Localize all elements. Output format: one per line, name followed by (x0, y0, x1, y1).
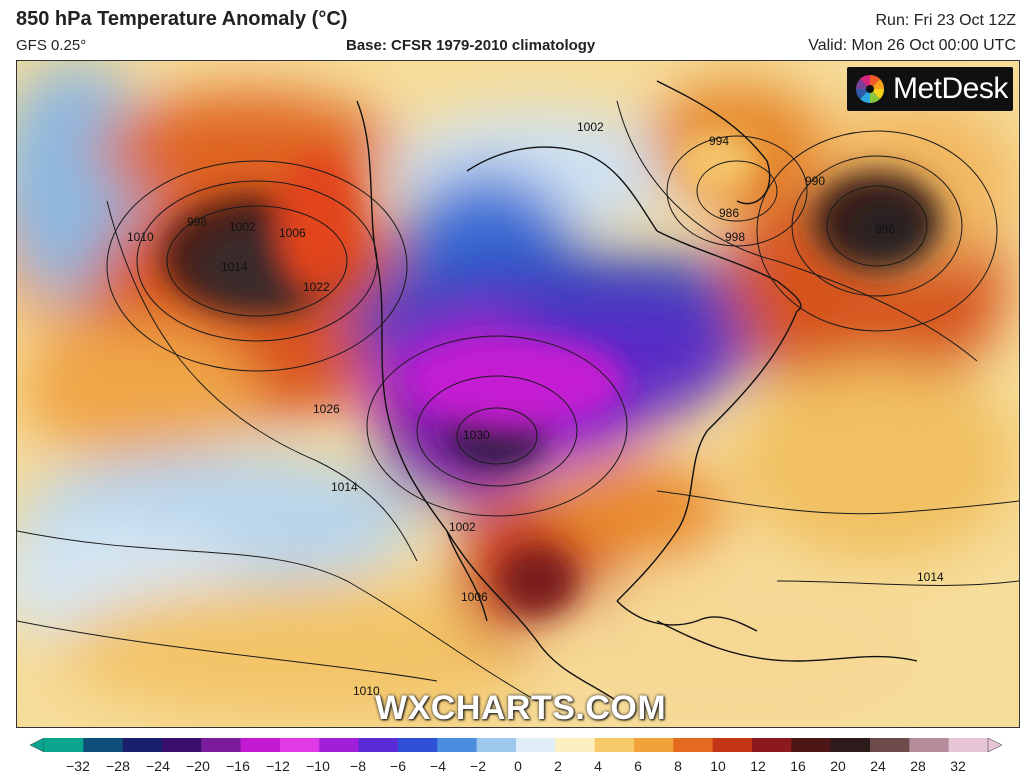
isobar-label: 986 (875, 222, 895, 236)
colorbar-tick-label: −6 (390, 758, 406, 774)
model-label: GFS 0.25° (16, 37, 87, 54)
colorbar-cell (437, 738, 478, 752)
temperature-anomaly-map: 1002 1006 998 1014 1022 1010 1026 1030 1… (17, 61, 1019, 727)
isobar-label: 1010 (127, 230, 154, 244)
colorbar-cell (870, 738, 910, 752)
colorbar-tick-label: −16 (226, 758, 250, 774)
colorbar-tick-label: 6 (634, 758, 642, 774)
climatology-base-label: Base: CFSR 1979-2010 climatology (346, 37, 596, 54)
colorbar-cell (948, 738, 989, 752)
map-panel: 1002 1006 998 1014 1022 1010 1026 1030 1… (16, 60, 1020, 728)
valid-time-label: Valid: Mon 26 Oct 00:00 UTC (808, 37, 1016, 54)
colorbar-cell (398, 738, 438, 752)
colorbar-tick-label: 10 (710, 758, 726, 774)
isobar-label: 998 (187, 215, 207, 229)
isobar-label: 1006 (279, 226, 306, 240)
colorbar-tick-label: −32 (66, 758, 90, 774)
isobar-label: 1006 (461, 590, 488, 604)
isobars (17, 100, 1019, 702)
colorbar-cell (634, 738, 674, 752)
colorbar-cell (358, 738, 399, 752)
colorbar (30, 738, 1002, 752)
colorbar-cell (162, 738, 202, 752)
colorbar-tick-label: 16 (790, 758, 806, 774)
colorbar-tick-label: −12 (266, 758, 290, 774)
colorbar-tick-label: 20 (830, 758, 846, 774)
colorbar-cell (240, 738, 281, 752)
colorbar-tick-label: 28 (910, 758, 926, 774)
colorbar-tick-label: −10 (306, 758, 330, 774)
isobar-label: 1022 (303, 280, 330, 294)
colorbar-cell (594, 738, 635, 752)
colorbar-ticks: −32 −28 −24 −20 −16 −12 −10 −8 −6 −4 −2 0 2 4 6 8 10 12 16… (0, 752, 1024, 782)
colorbar-cell (280, 738, 320, 752)
colorbar-cell (44, 738, 84, 752)
colorbar-cell (319, 738, 360, 752)
isobar-label: 994 (709, 134, 729, 148)
colorbar-tick-label: −8 (350, 758, 366, 774)
colorbar-cell (673, 738, 714, 752)
anomaly-cores (162, 131, 942, 616)
colorbar-tick-label: 24 (870, 758, 886, 774)
isobar-label: 990 (805, 174, 825, 188)
colorbar-cell (122, 738, 163, 752)
isobar-label: 1014 (917, 570, 944, 584)
isobar-label: 1030 (463, 428, 490, 442)
isobar-label: 1014 (331, 480, 358, 494)
colorbar-max-arrow (987, 738, 1002, 752)
metdesk-logo-text: MetDesk (893, 72, 1008, 105)
colorbar-tick-label: −4 (430, 758, 446, 774)
wxcharts-watermark: WXCHARTS.COM (375, 689, 667, 727)
isobar-label: 1002 (449, 520, 476, 534)
isobar-label: 1002 (577, 120, 604, 134)
colorbar-cell (555, 738, 596, 752)
isobar-label: 1002 (229, 220, 256, 234)
colorbar-cell (791, 738, 832, 752)
run-time-label: Run: Fri 23 Oct 12Z (875, 12, 1017, 29)
coastlines (356, 80, 918, 702)
metdesk-logo: MetDesk (847, 67, 1013, 111)
colorbar-tick-label: 2 (554, 758, 562, 774)
colorbar-cell (83, 738, 124, 752)
colorbar-cell (712, 738, 753, 752)
chart-title: 850 hPa Temperature Anomaly (°C) (16, 8, 348, 30)
colorbar-min-arrow (30, 738, 45, 752)
colorbar-tick-label: 12 (750, 758, 766, 774)
isobar-labels: 1002 1006 998 1014 1022 1010 1026 1030 1… (127, 120, 944, 698)
colorbar-tick-label: 32 (950, 758, 966, 774)
isobar-label: 998 (725, 230, 745, 244)
colorbar-tick-label: −28 (106, 758, 130, 774)
isobar-label: 1014 (221, 260, 248, 274)
isobar-label: 1026 (313, 402, 340, 416)
colorbar-tick-label: −20 (186, 758, 210, 774)
colorbar-tick-label: 0 (514, 758, 522, 774)
colorbar-cell (201, 738, 242, 752)
colorbar-tick-label: 4 (594, 758, 602, 774)
colorbar-tick-label: 8 (674, 758, 682, 774)
isobar-label: 1010 (353, 684, 380, 698)
colorbar-tick-label: −24 (146, 758, 170, 774)
colorbar-cell (476, 738, 517, 752)
colorbar-cell (516, 738, 556, 752)
colorbar-cell (830, 738, 871, 752)
colorbar-cell (909, 738, 950, 752)
metdesk-logo-icon (855, 74, 885, 104)
isobar-label: 986 (719, 206, 739, 220)
colorbar-tick-label: −2 (470, 758, 486, 774)
colorbar-cell (752, 738, 792, 752)
